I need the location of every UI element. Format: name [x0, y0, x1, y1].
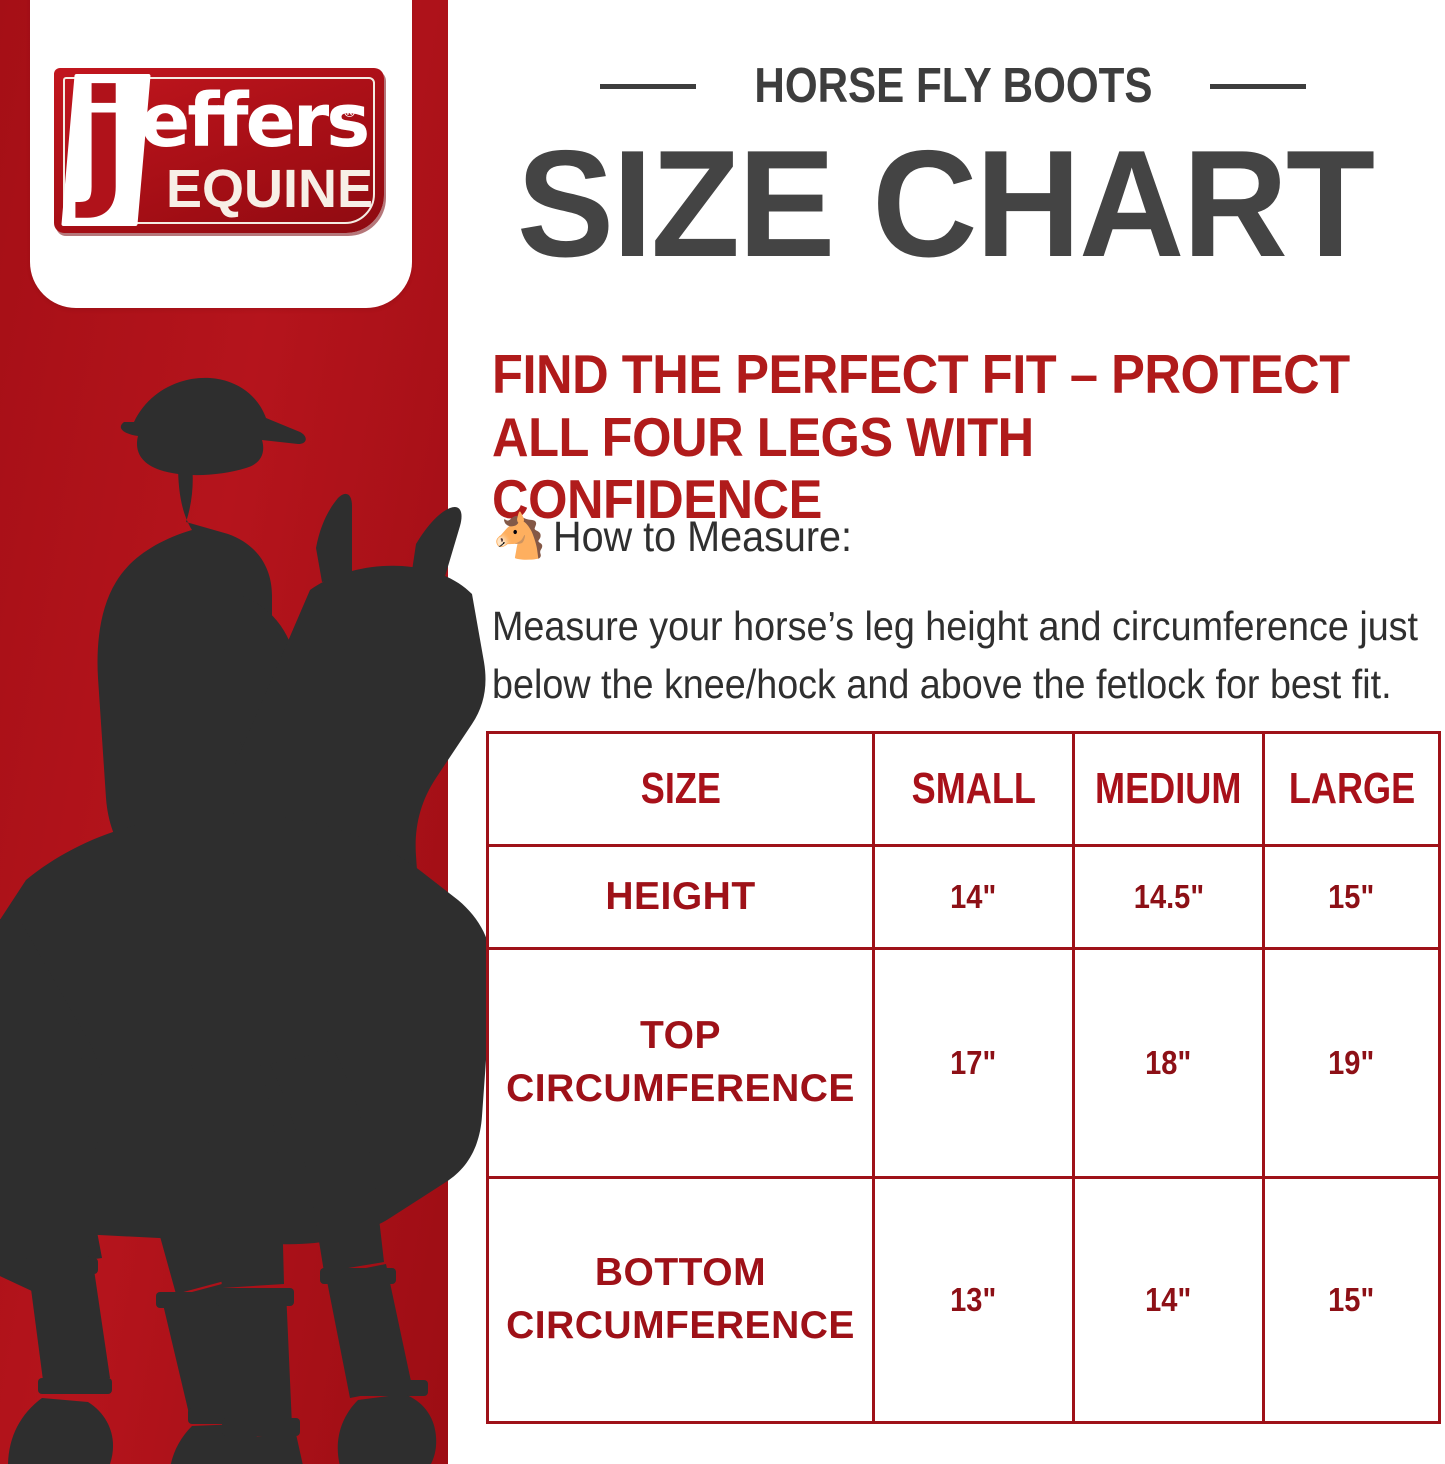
column-header-large: LARGE [1262, 731, 1441, 847]
rule-left [599, 84, 696, 89]
rule-right [1210, 84, 1307, 89]
cell-bottom-medium: 14" [1072, 1176, 1265, 1424]
column-header-medium: MEDIUM [1072, 731, 1265, 847]
horse-face-icon: 🐴 [492, 512, 547, 561]
how-to-measure-body: Measure your horse’s leg height and circ… [492, 603, 1419, 708]
table-row: BOTTOM CIRCUMFERENCE 13" 14" 15" [486, 1176, 1441, 1424]
logo-wordmark: effers [140, 78, 370, 164]
row-label-top-circumference: TOP CIRCUMFERENCE [486, 947, 875, 1179]
page-subtitle: FIND THE PERFECT FIT – PROTECT ALL FOUR … [492, 343, 1350, 531]
jeffers-equine-logo: j effers ® EQUINE [54, 68, 384, 233]
table-row: TOP CIRCUMFERENCE 17" 18" 19" [486, 947, 1441, 1179]
logo-j-letter: j [80, 60, 127, 221]
cell-bottom-small: 13" [872, 1176, 1075, 1424]
size-chart-table: SIZE SMALL MEDIUM LARGE HEIGHT 14" 14.5"… [486, 731, 1441, 1424]
column-header-size: SIZE [486, 731, 875, 847]
row-label-height: HEIGHT [486, 844, 875, 950]
row-label-bottom-circumference: BOTTOM CIRCUMFERENCE [486, 1176, 875, 1424]
logo-card: j effers ® EQUINE [30, 0, 412, 308]
page-title: SIZE CHART [516, 119, 1375, 289]
row-label-line-2: CIRCUMFERENCE [506, 1304, 855, 1347]
how-to-measure-label: How to Measure: [552, 512, 852, 561]
cell-height-small: 14" [872, 844, 1075, 950]
eyebrow-heading: HORSE FLY BOOTS [488, 62, 1418, 111]
row-label-line-2: CIRCUMFERENCE [506, 1067, 855, 1110]
cell-height-large: 15" [1262, 844, 1441, 950]
column-header-small: SMALL [872, 731, 1075, 847]
eyebrow-label: HORSE FLY BOOTS [753, 59, 1153, 113]
table-header-row: SIZE SMALL MEDIUM LARGE [486, 731, 1441, 847]
logo-subbrand: EQUINE [166, 159, 374, 219]
cowboy-on-horseback-silhouette [0, 360, 526, 1464]
how-to-measure-heading: 🐴 How to Measure: [492, 515, 878, 559]
main-content: HORSE FLY BOOTS SIZE CHART FIND THE PERF… [448, 0, 1445, 1464]
row-label-line-1: TOP [640, 1014, 721, 1058]
cell-bottom-large: 15" [1262, 1176, 1441, 1424]
cell-top-small: 17" [872, 947, 1075, 1179]
registered-trademark-icon: ® [344, 104, 356, 121]
cell-top-large: 19" [1262, 947, 1441, 1179]
row-label-line-1: BOTTOM [594, 1251, 767, 1295]
table-row: HEIGHT 14" 14.5" 15" [486, 844, 1441, 950]
cell-height-medium: 14.5" [1072, 844, 1265, 950]
brand-panel: j effers ® EQUINE [0, 0, 506, 1464]
cell-top-medium: 18" [1072, 947, 1265, 1179]
logo-inner-rule [63, 77, 375, 224]
